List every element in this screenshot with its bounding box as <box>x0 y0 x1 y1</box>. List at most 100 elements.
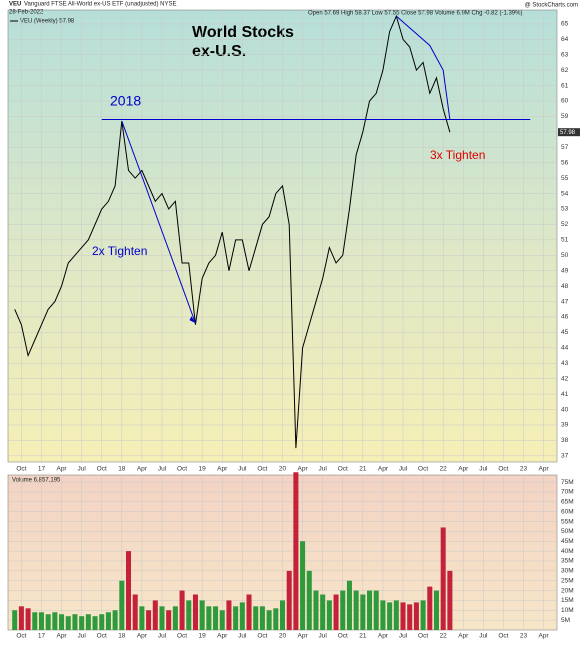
y-tick-label: 5M <box>561 617 570 624</box>
volume-bar <box>293 472 299 630</box>
y-tick-label: 41 <box>561 391 569 398</box>
x-tick-label: Jul <box>158 466 167 473</box>
x-tick-label: Jul <box>399 633 408 640</box>
volume-bar <box>199 600 205 630</box>
volume-bar <box>25 608 31 630</box>
volume-bar <box>65 616 71 630</box>
annotation: 3x Tighten <box>430 148 485 162</box>
x-tick-label: 22 <box>440 466 448 473</box>
x-tick-label: Oct <box>338 466 348 473</box>
volume-bar <box>45 614 51 630</box>
volume-bar <box>179 590 185 630</box>
symbol: VEU <box>9 2 21 8</box>
volume-bar <box>92 616 98 630</box>
y-tick-label: 43 <box>561 360 569 367</box>
y-tick-label: 20M <box>561 587 574 594</box>
volume-bar <box>32 612 38 630</box>
y-tick-label: 40 <box>561 406 569 413</box>
x-tick-label: Oct <box>338 633 348 640</box>
y-tick-label: 60 <box>561 98 569 105</box>
volume-bar <box>266 610 272 630</box>
y-tick-label: 64 <box>561 36 569 43</box>
x-tick-label: 17 <box>38 466 46 473</box>
x-tick-label: Apr <box>298 466 309 473</box>
x-tick-label: Oct <box>177 633 187 640</box>
x-tick-label: Apr <box>298 633 309 640</box>
y-tick-label: 75M <box>561 479 574 486</box>
volume-bar <box>105 612 111 630</box>
volume-bar <box>79 616 85 630</box>
volume-bar <box>340 590 346 630</box>
y-tick-label: 55M <box>561 518 574 525</box>
y-tick-label: 56 <box>561 159 569 166</box>
x-tick-label: Oct <box>498 633 508 640</box>
x-tick-label: 22 <box>440 633 448 640</box>
volume-bar <box>440 527 446 630</box>
y-tick-label: 59 <box>561 113 569 120</box>
last-price-tag <box>558 128 580 137</box>
y-tick-label: 25M <box>561 577 574 584</box>
volume-bar <box>380 600 386 630</box>
y-tick-label: 70M <box>561 489 574 496</box>
x-tick-label: Jul <box>319 466 328 473</box>
volume-bar <box>259 606 265 630</box>
volume-bar <box>85 614 91 630</box>
volume-bar <box>333 594 339 630</box>
x-tick-label: 20 <box>279 633 287 640</box>
y-tick-label: 62 <box>561 67 569 74</box>
volume-bar <box>253 606 259 630</box>
volume-bar <box>192 594 198 630</box>
y-tick-label: 38 <box>561 437 569 444</box>
last-price-label: 57.98 <box>560 130 576 136</box>
volume-bar <box>12 610 18 630</box>
x-tick-label: 18 <box>118 466 126 473</box>
x-tick-label: Oct <box>418 466 428 473</box>
volume-bar <box>273 608 279 630</box>
y-tick-label: 52 <box>561 221 569 228</box>
x-tick-label: Apr <box>539 466 550 473</box>
x-tick-label: Apr <box>56 633 67 640</box>
x-tick-label: 23 <box>520 633 528 640</box>
y-tick-label: 53 <box>561 206 569 213</box>
volume-bar <box>233 606 239 630</box>
volume-bar <box>279 600 286 630</box>
volume-bar <box>306 570 312 630</box>
volume-bar <box>159 606 165 630</box>
y-tick-label: 30M <box>561 568 574 575</box>
x-tick-label: Oct <box>16 466 26 473</box>
volume-bar <box>400 602 406 630</box>
legend: VEU (Weekly) 57.98 <box>20 19 75 25</box>
x-tick-label: Apr <box>217 633 228 640</box>
x-tick-label: Jul <box>479 633 488 640</box>
volume-bar <box>132 594 138 630</box>
price-line <box>14 14 451 449</box>
y-tick-label: 45M <box>561 538 574 545</box>
y-tick-label: 49 <box>561 267 569 274</box>
x-tick-label: Oct <box>257 466 267 473</box>
chart-title: ex-U.S. <box>192 43 246 60</box>
volume-bar <box>387 602 393 630</box>
volume-bar <box>413 602 419 630</box>
x-tick-label: Oct <box>498 466 508 473</box>
volume-bar <box>427 586 433 630</box>
y-tick-label: 39 <box>561 422 569 429</box>
volume-bar <box>119 580 125 630</box>
volume-bar <box>139 606 145 630</box>
x-tick-label: Jul <box>399 466 408 473</box>
x-tick-label: 18 <box>118 633 126 640</box>
x-tick-label: Jul <box>238 633 247 640</box>
volume-bar <box>313 590 319 630</box>
y-tick-label: 54 <box>561 190 569 197</box>
volume-bar <box>18 606 24 630</box>
volume-bar <box>38 612 44 630</box>
x-tick-label: Jul <box>479 466 488 473</box>
x-tick-label: Apr <box>458 466 469 473</box>
volume-bar <box>172 606 178 630</box>
source: @ StockCharts.com <box>525 3 578 9</box>
chart-title: World Stocks <box>192 24 294 41</box>
y-tick-label: 48 <box>561 283 569 290</box>
x-tick-label: Jul <box>238 466 247 473</box>
arrow-head <box>189 316 196 324</box>
y-tick-label: 15M <box>561 597 574 604</box>
